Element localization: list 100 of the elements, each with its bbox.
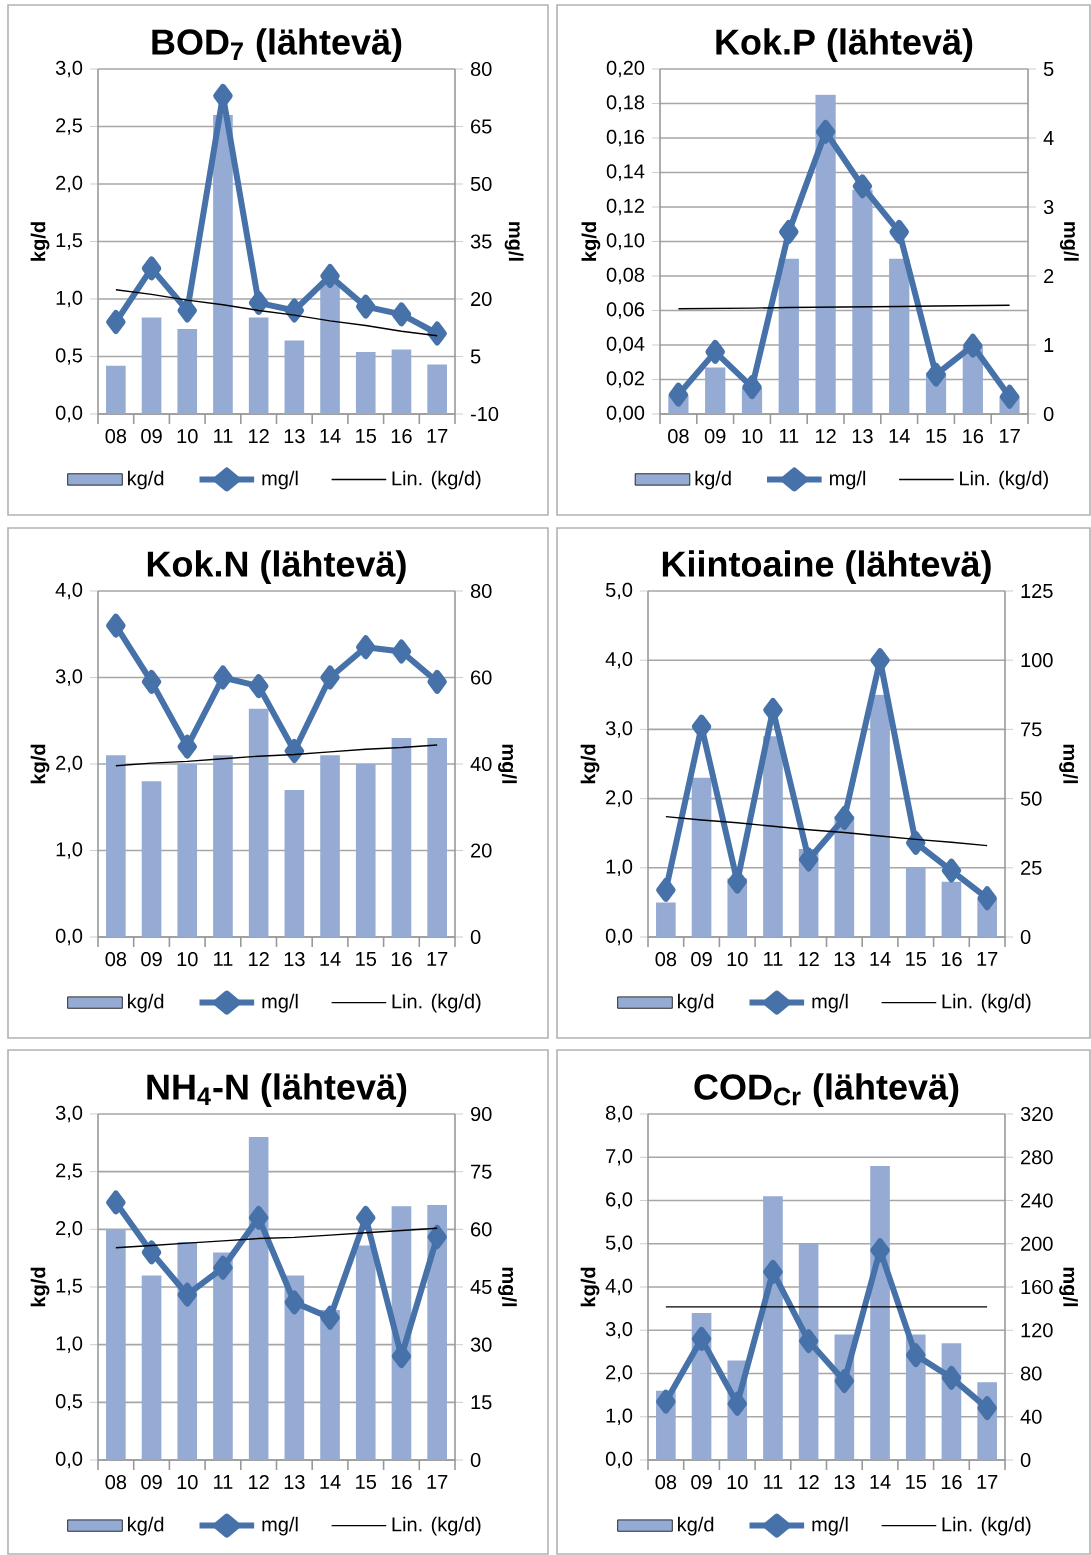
point bbox=[779, 219, 799, 244]
x-tick-label: 13 bbox=[852, 429, 873, 444]
y-axis-title: kg/d bbox=[580, 744, 600, 784]
point bbox=[391, 639, 412, 664]
x-tick-label: 12 bbox=[799, 1475, 819, 1490]
y2-axis-title: mg/l bbox=[498, 1267, 517, 1307]
y-tick-label: 2,5 bbox=[56, 118, 83, 135]
legend-label: mg/l bbox=[812, 993, 848, 1013]
point bbox=[999, 384, 1020, 409]
bar bbox=[941, 881, 962, 937]
legend-label: mg/l bbox=[262, 470, 298, 490]
bar bbox=[905, 867, 926, 937]
point bbox=[391, 1344, 412, 1369]
y-axis-title: kg/d bbox=[30, 222, 50, 261]
x-tick-label: 10 bbox=[727, 1475, 748, 1490]
y-tick-label: 4,0 bbox=[55, 582, 83, 600]
y2-tick-label: 240 bbox=[1021, 1193, 1053, 1208]
x-tick-label: 13 bbox=[834, 1475, 855, 1490]
y-tick-label: 2,0 bbox=[56, 1221, 83, 1238]
bar bbox=[141, 317, 162, 414]
x-tick-label: 11 bbox=[764, 1475, 783, 1489]
bar bbox=[656, 902, 676, 937]
x-tick-label: 08 bbox=[655, 952, 677, 967]
y2-tick-label: 3 bbox=[1043, 199, 1054, 215]
x-tick-label: 17 bbox=[427, 429, 448, 443]
y-tick-label: 0,5 bbox=[55, 348, 83, 365]
y2-tick-label: 40 bbox=[470, 756, 492, 772]
y-tick-label: 3,0 bbox=[55, 1105, 83, 1123]
y2-tick-label: 280 bbox=[1021, 1150, 1053, 1165]
legend-label: Lin. (kg/d) bbox=[392, 993, 481, 1013]
y2-tick-label: 80 bbox=[470, 61, 492, 77]
y2-tick-label: 20 bbox=[471, 843, 492, 858]
y2-tick-label: 90 bbox=[471, 1106, 492, 1122]
chart-title: Kiintoaine (lähtevä) bbox=[662, 550, 991, 584]
y-tick-label: 1,0 bbox=[56, 1336, 83, 1353]
y-tick-label: 0,04 bbox=[606, 336, 645, 354]
y2-tick-label: 0 bbox=[470, 929, 481, 945]
y2-tick-label: 50 bbox=[1020, 791, 1042, 806]
y-tick-label: 0,0 bbox=[605, 928, 633, 946]
point bbox=[141, 1240, 162, 1265]
x-tick-label: 09 bbox=[704, 429, 726, 444]
y-tick-label: 0,20 bbox=[606, 60, 645, 78]
y2-axis-title: mg/l bbox=[1059, 744, 1078, 784]
chart-title: BOD$_{7}$ (lähtevä) bbox=[152, 28, 402, 62]
x-tick-label: 15 bbox=[356, 429, 377, 444]
y-tick-label: 0,12 bbox=[606, 198, 644, 216]
y2-tick-label: 80 bbox=[470, 583, 492, 599]
point bbox=[284, 739, 305, 764]
point bbox=[356, 635, 376, 660]
y-tick-label: 2,0 bbox=[606, 790, 633, 807]
bar bbox=[889, 258, 910, 414]
y-axis-title: kg/d bbox=[30, 744, 50, 784]
legend-label: Lin. (kg/d) bbox=[960, 470, 1048, 490]
x-tick-label: 16 bbox=[963, 429, 984, 444]
y-tick-label: 0,0 bbox=[55, 1451, 83, 1469]
x-tick-label: 16 bbox=[941, 952, 962, 967]
y-tick-label: 2,5 bbox=[56, 1163, 83, 1180]
point bbox=[668, 382, 689, 407]
x-tick-label: 13 bbox=[284, 952, 305, 967]
x-tick-label: 15 bbox=[356, 952, 377, 967]
point bbox=[727, 1391, 747, 1416]
x-tick-label: 12 bbox=[799, 952, 819, 967]
y2-tick-label: 0 bbox=[1020, 1452, 1031, 1468]
chart-title: COD$_{Cr}$ (lähtevä) bbox=[694, 1073, 959, 1107]
x-tick-label: 14 bbox=[870, 952, 891, 966]
legend-label: kg/d bbox=[678, 993, 714, 1013]
x-tick-label: 16 bbox=[391, 952, 412, 967]
point bbox=[977, 1396, 997, 1421]
bar bbox=[141, 781, 162, 937]
point bbox=[320, 263, 340, 288]
x-tick-label: 09 bbox=[691, 952, 712, 967]
y-tick-label: 2,0 bbox=[56, 755, 83, 773]
point bbox=[977, 886, 997, 911]
y-tick-label: 0,02 bbox=[606, 371, 644, 388]
point bbox=[889, 219, 909, 244]
y2-tick-label: 20 bbox=[471, 291, 492, 307]
y-tick-label: 0,0 bbox=[605, 1451, 633, 1469]
y-tick-label: 1,0 bbox=[606, 859, 633, 877]
x-tick-label: 08 bbox=[105, 952, 127, 967]
point bbox=[106, 1190, 126, 1215]
legend-label: kg/d bbox=[128, 993, 164, 1013]
bar bbox=[106, 1229, 126, 1460]
y2-tick-label: 25 bbox=[1021, 860, 1042, 875]
point bbox=[941, 1365, 962, 1390]
y-tick-label: 3,0 bbox=[55, 60, 83, 78]
bar bbox=[248, 708, 269, 937]
y2-tick-label: 40 bbox=[1020, 1409, 1042, 1424]
point bbox=[248, 1205, 269, 1230]
point bbox=[427, 321, 447, 346]
point bbox=[320, 1305, 340, 1330]
point bbox=[177, 1282, 197, 1307]
bar bbox=[106, 755, 126, 937]
bar bbox=[870, 1165, 890, 1460]
bar bbox=[691, 777, 712, 937]
x-tick-label: 14 bbox=[320, 952, 341, 966]
x-tick-label: 13 bbox=[284, 429, 305, 444]
y-axis-title: kg/d bbox=[30, 1267, 50, 1307]
x-tick-label: 15 bbox=[906, 1475, 927, 1490]
y-tick-label: 3,0 bbox=[605, 1321, 633, 1339]
x-tick-label: 15 bbox=[356, 1475, 377, 1490]
